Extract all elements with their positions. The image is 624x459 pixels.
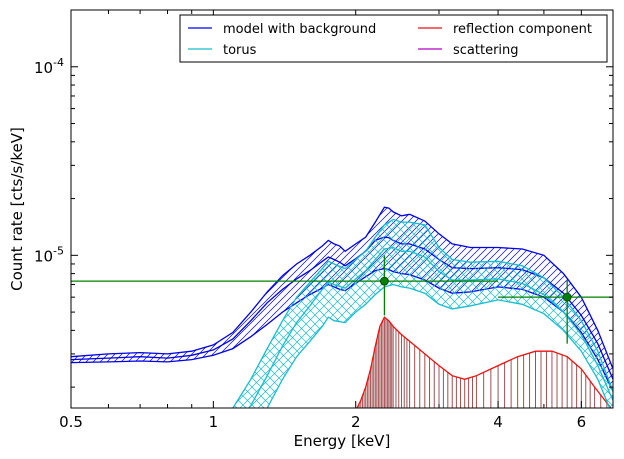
axes: 0.5 1 2 4 6 10-5 10-4	[34, 9, 614, 431]
model-upper-curve	[71, 206, 613, 370]
legend-frame	[179, 14, 608, 63]
torus-band	[232, 219, 613, 408]
y-axis-label: Count rate [cts/s/keV]	[8, 127, 26, 291]
reflection-curve	[356, 316, 612, 408]
y-tick-label: 10-4	[34, 56, 64, 77]
legend-entry: model with background	[188, 22, 376, 37]
model-band	[71, 207, 613, 392]
legend-label: scattering	[453, 43, 519, 58]
data-point	[71, 255, 499, 316]
x-tick-label: 6	[577, 413, 587, 431]
torus-lower-curve	[266, 283, 611, 408]
plot-area	[71, 206, 613, 408]
legend-label: model with background	[223, 22, 376, 37]
torus-median-curve	[248, 246, 613, 408]
x-tick-label: 2	[351, 413, 361, 431]
legend-entry: reflection component	[418, 22, 592, 37]
x-tick-label: 0.5	[59, 413, 83, 431]
legend-label: torus	[223, 43, 257, 58]
legend-label: reflection component	[453, 22, 592, 37]
x-tick-label: 4	[493, 413, 503, 431]
legend-entry: scattering	[418, 43, 519, 58]
legend: model with background reflection componen…	[179, 14, 608, 63]
data-point	[498, 279, 613, 344]
data-marker	[562, 292, 572, 302]
data-marker	[380, 276, 389, 286]
x-axis-label: Energy [keV]	[294, 432, 391, 450]
axes-frame	[70, 9, 614, 409]
legend-entry: torus	[188, 43, 257, 58]
x-tick-label: 1	[209, 413, 219, 431]
y-tick-label: 10-5	[34, 244, 64, 265]
torus-upper-curve	[232, 218, 613, 408]
